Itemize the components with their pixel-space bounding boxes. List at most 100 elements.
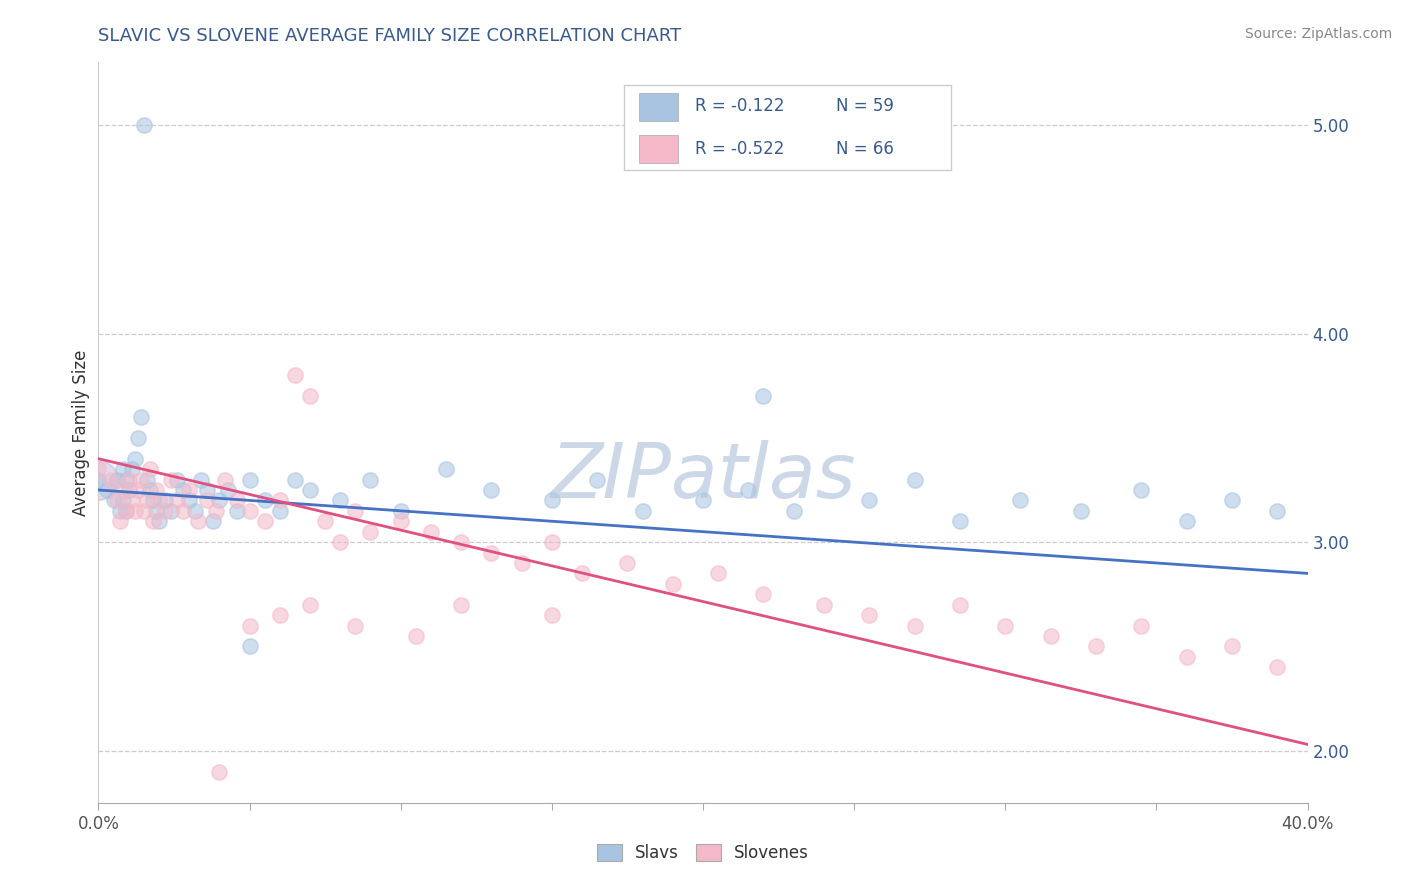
Point	[132, 118, 155, 132]
Point	[172, 483, 194, 497]
Point	[111, 493, 134, 508]
Point	[707, 566, 730, 581]
Point	[1070, 504, 1092, 518]
Point	[1085, 640, 1108, 654]
Point	[111, 483, 134, 497]
Point	[329, 535, 352, 549]
Point	[214, 473, 236, 487]
Point	[103, 493, 125, 508]
Point	[253, 493, 276, 508]
Point	[661, 577, 683, 591]
Point	[1039, 629, 1062, 643]
Point	[129, 409, 152, 424]
Point	[114, 504, 136, 518]
Point	[195, 493, 218, 508]
Point	[160, 504, 183, 518]
Point	[1130, 618, 1153, 632]
Point	[153, 504, 176, 518]
Point	[208, 764, 231, 779]
Point	[783, 504, 806, 518]
Point	[434, 462, 457, 476]
Point	[631, 504, 654, 518]
Point	[510, 556, 533, 570]
Point	[389, 514, 412, 528]
Point	[127, 431, 149, 445]
Point	[481, 545, 503, 559]
Point	[195, 483, 218, 497]
Point	[284, 368, 307, 383]
Point	[148, 493, 170, 508]
Point	[105, 473, 128, 487]
Point	[187, 514, 209, 528]
Point	[1267, 504, 1289, 518]
Point	[179, 483, 201, 497]
Point	[540, 608, 562, 623]
Point	[299, 483, 322, 497]
Point	[344, 504, 367, 518]
Point	[253, 514, 276, 528]
Point	[118, 473, 141, 487]
Point	[105, 493, 128, 508]
Point	[145, 504, 167, 518]
Point	[129, 473, 152, 487]
Point	[752, 587, 775, 601]
Point	[904, 618, 927, 632]
Point	[205, 504, 228, 518]
Point	[179, 493, 201, 508]
Point	[949, 598, 972, 612]
Point	[269, 493, 291, 508]
Point	[184, 504, 207, 518]
Point	[118, 483, 141, 497]
Point	[314, 514, 336, 528]
Point	[813, 598, 835, 612]
Point	[571, 566, 593, 581]
Point	[360, 473, 382, 487]
Point	[1130, 483, 1153, 497]
Point	[239, 504, 262, 518]
Point	[208, 493, 231, 508]
Point	[114, 504, 136, 518]
Point	[124, 451, 146, 466]
Text: N = 66: N = 66	[837, 139, 894, 158]
Text: N = 59: N = 59	[837, 97, 894, 115]
Text: R = -0.522: R = -0.522	[695, 139, 785, 158]
Point	[100, 473, 122, 487]
Point	[239, 473, 262, 487]
Point	[904, 473, 927, 487]
Point	[202, 514, 225, 528]
Point	[108, 504, 131, 518]
Point	[586, 473, 609, 487]
Bar	[624, 85, 950, 169]
Point	[540, 535, 562, 549]
Point	[299, 389, 322, 403]
Legend: Slavs, Slovenes: Slavs, Slovenes	[591, 837, 815, 869]
Point	[226, 493, 249, 508]
Point	[450, 535, 472, 549]
Point	[145, 483, 167, 497]
Point	[172, 504, 194, 518]
Point	[420, 524, 443, 539]
Point	[114, 473, 136, 487]
Point	[135, 473, 157, 487]
Point	[127, 483, 149, 497]
Point	[269, 608, 291, 623]
Point	[1010, 493, 1032, 508]
Point	[142, 493, 165, 508]
Point	[858, 608, 880, 623]
Text: Source: ZipAtlas.com: Source: ZipAtlas.com	[1244, 27, 1392, 41]
Point	[160, 473, 183, 487]
Point	[148, 514, 170, 528]
Point	[481, 483, 503, 497]
Y-axis label: Average Family Size: Average Family Size	[72, 350, 90, 516]
Point	[450, 598, 472, 612]
Point	[108, 514, 131, 528]
Point	[124, 504, 146, 518]
Point	[111, 462, 134, 476]
Bar	[638, 93, 678, 120]
Point	[737, 483, 759, 497]
Text: SLAVIC VS SLOVENE AVERAGE FAMILY SIZE CORRELATION CHART: SLAVIC VS SLOVENE AVERAGE FAMILY SIZE CO…	[98, 27, 682, 45]
Point	[121, 493, 143, 508]
Point	[344, 618, 367, 632]
Point	[217, 483, 239, 497]
Point	[139, 462, 162, 476]
